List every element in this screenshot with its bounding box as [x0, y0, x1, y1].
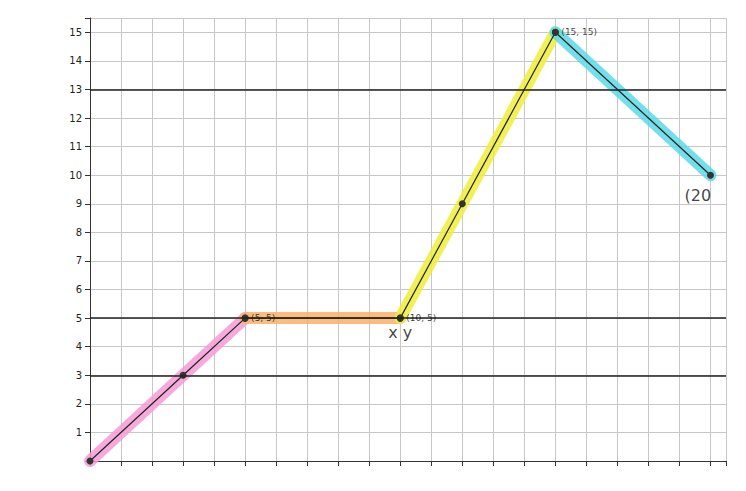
svg-text:4: 4: [76, 341, 82, 352]
svg-text:2: 2: [76, 398, 82, 409]
svg-text:3: 3: [76, 370, 82, 381]
svg-text:7: 7: [76, 255, 82, 266]
svg-text:12: 12: [69, 113, 82, 124]
svg-text:(15, 15): (15, 15): [561, 27, 597, 37]
svg-text:10: 10: [69, 170, 82, 181]
svg-text:14: 14: [69, 55, 82, 66]
svg-text:1: 1: [76, 427, 82, 438]
svg-text:5: 5: [76, 313, 82, 324]
svg-text:(20: (20: [684, 186, 711, 205]
svg-text:13: 13: [69, 84, 82, 95]
svg-text:8: 8: [76, 227, 82, 238]
svg-text:x y: x y: [388, 323, 412, 342]
svg-text:(10, 5): (10, 5): [406, 313, 436, 323]
svg-text:9: 9: [76, 198, 82, 209]
svg-text:6: 6: [76, 284, 82, 295]
svg-text:(5, 5): (5, 5): [251, 313, 275, 323]
svg-text:15: 15: [69, 27, 82, 38]
svg-text:11: 11: [69, 141, 82, 152]
